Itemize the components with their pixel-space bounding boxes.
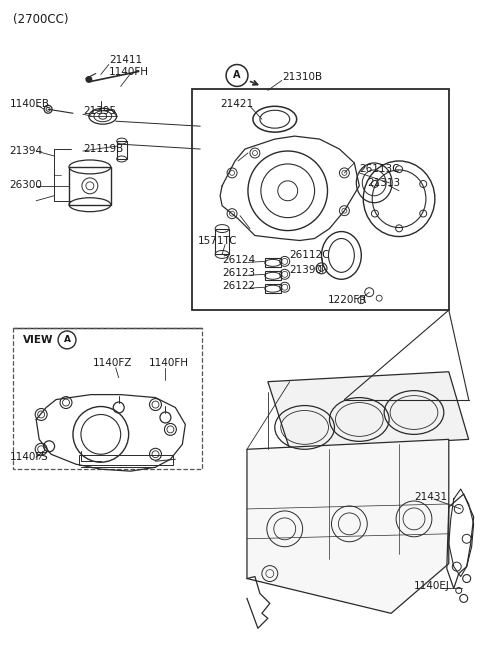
Polygon shape xyxy=(247,440,449,613)
Text: 26300: 26300 xyxy=(9,180,42,190)
Text: 21310B: 21310B xyxy=(282,73,322,83)
Text: 1140FH: 1140FH xyxy=(148,358,189,368)
Bar xyxy=(69,167,111,205)
Text: 21313: 21313 xyxy=(367,178,400,188)
Text: 21119B: 21119B xyxy=(83,144,123,154)
Polygon shape xyxy=(268,372,468,449)
Text: 1140FZ: 1140FZ xyxy=(93,358,132,368)
Text: 21395: 21395 xyxy=(83,106,116,116)
Text: 1220FR: 1220FR xyxy=(327,295,367,305)
Text: 26122: 26122 xyxy=(222,281,255,291)
Bar xyxy=(13,328,202,469)
Bar xyxy=(265,271,281,280)
Bar xyxy=(79,455,173,465)
Text: (2700CC): (2700CC) xyxy=(13,13,69,26)
Text: 1140EJ: 1140EJ xyxy=(414,582,450,591)
Text: 26124: 26124 xyxy=(222,255,255,265)
Circle shape xyxy=(85,76,92,83)
Text: 1140EB: 1140EB xyxy=(9,100,49,109)
Text: 1140FH: 1140FH xyxy=(109,67,149,77)
Bar xyxy=(265,259,281,267)
Text: 1140FS: 1140FS xyxy=(9,452,48,462)
Text: 21411: 21411 xyxy=(109,54,142,65)
Text: VIEW: VIEW xyxy=(23,335,54,345)
Text: 21431: 21431 xyxy=(414,492,447,502)
Text: A: A xyxy=(63,335,71,345)
Text: 26113C: 26113C xyxy=(360,164,400,174)
Text: 21390: 21390 xyxy=(290,265,323,275)
Text: 26123: 26123 xyxy=(222,269,255,278)
Bar xyxy=(117,141,127,159)
Text: 26112C: 26112C xyxy=(290,250,330,261)
Bar xyxy=(265,284,281,293)
Text: 1571TC: 1571TC xyxy=(198,236,238,246)
Text: 21394: 21394 xyxy=(9,146,42,156)
Bar xyxy=(192,89,449,310)
Bar xyxy=(215,229,229,254)
Text: 21421: 21421 xyxy=(220,100,253,109)
Text: A: A xyxy=(233,71,241,81)
